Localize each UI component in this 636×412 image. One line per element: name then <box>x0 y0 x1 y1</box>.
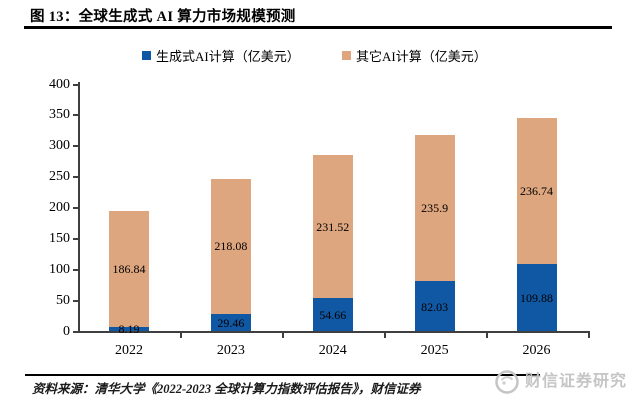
bar-segment-other-ai <box>312 154 353 299</box>
y-axis-tick-label: 50 <box>56 293 70 309</box>
y-axis-tick-label: 200 <box>49 200 70 216</box>
x-axis-category-label: 2024 <box>318 343 347 358</box>
source-note: 资料来源：清华大学《2022-2023 全球计算力指数评估报告》，财信证券 <box>32 382 421 396</box>
y-axis-tick-mark <box>73 114 79 117</box>
bar-value-label: 186.84 <box>112 262 146 277</box>
legend-item: 其它AI计算（亿美元） <box>342 46 487 64</box>
bar-value-label: 218.08 <box>214 239 248 254</box>
y-axis-tick-mark <box>73 269 79 272</box>
bar-segment-generative-ai <box>516 264 557 332</box>
y-axis-tick-mark <box>73 238 79 241</box>
bar-value-label: 29.46 <box>217 315 245 330</box>
y-axis-tick-label: 400 <box>49 76 70 92</box>
bar-segment-other-ai <box>414 135 455 282</box>
y-axis-tick-mark <box>73 176 79 179</box>
legend-label: 其它AI计算（亿美元） <box>356 48 487 64</box>
bar-segment-generative-ai <box>312 298 353 332</box>
y-axis-tick-label: 0 <box>63 324 70 339</box>
x-axis-tick-mark <box>281 333 284 338</box>
bar-segment-other-ai <box>516 117 557 264</box>
y-axis-tick-mark <box>73 83 79 86</box>
y-axis-tick-mark <box>73 331 79 333</box>
bar-value-label: 54.66 <box>319 308 347 323</box>
figure-title: 图 13：全球生成式 AI 算力市场规模预测 <box>30 9 296 25</box>
bar-value-label: 82.03 <box>421 299 449 314</box>
x-axis-tick-mark <box>383 333 386 338</box>
legend-swatch-icon <box>342 50 351 60</box>
x-axis-line <box>78 331 590 333</box>
legend-swatch-icon <box>142 50 151 60</box>
bar-value-label: 109.88 <box>520 291 554 305</box>
y-axis-tick-mark <box>73 145 79 148</box>
legend-item: 生成式AI计算（亿美元） <box>142 46 300 64</box>
x-axis-category-label: 2025 <box>420 343 449 358</box>
bar-value-label: 236.74 <box>520 183 554 198</box>
x-axis-tick-mark <box>179 333 182 338</box>
brand-logo-icon <box>495 370 519 394</box>
x-axis-category-label: 2022 <box>114 343 143 358</box>
bar-segment-generative-ai <box>108 326 149 332</box>
y-axis-tick-mark <box>73 207 79 210</box>
y-axis-tick-label: 100 <box>49 262 70 278</box>
footer-divider <box>25 374 540 376</box>
watermark: 财信证券研究 <box>494 369 627 395</box>
bar-segment-other-ai <box>210 178 251 314</box>
legend-label: 生成式AI计算（亿美元） <box>156 48 300 64</box>
x-axis-category-label: 2023 <box>216 343 245 358</box>
watermark-text: 财信证券研究 <box>525 373 628 390</box>
y-axis-tick-label: 350 <box>49 107 70 123</box>
bar-segment-other-ai <box>108 211 149 327</box>
bar-segment-generative-ai <box>414 281 455 332</box>
chart-legend: 生成式AI计算（亿美元） 其它AI计算（亿美元） <box>0 46 636 64</box>
title-divider <box>24 26 612 29</box>
y-axis-tick-label: 300 <box>49 138 70 154</box>
x-axis-category-label: 2026 <box>522 343 551 358</box>
y-axis-line <box>78 82 80 333</box>
y-axis-tick-label: 250 <box>49 169 70 185</box>
bar-value-label: 235.9 <box>421 201 449 216</box>
y-axis-tick-label: 150 <box>49 231 70 247</box>
bar-value-label: 8.19 <box>118 322 140 337</box>
bar-segment-generative-ai <box>210 313 251 332</box>
y-axis-tick-mark <box>73 300 79 303</box>
x-axis-tick-mark <box>587 333 590 338</box>
bar-value-label: 231.52 <box>316 219 350 234</box>
x-axis-tick-mark <box>485 333 488 338</box>
